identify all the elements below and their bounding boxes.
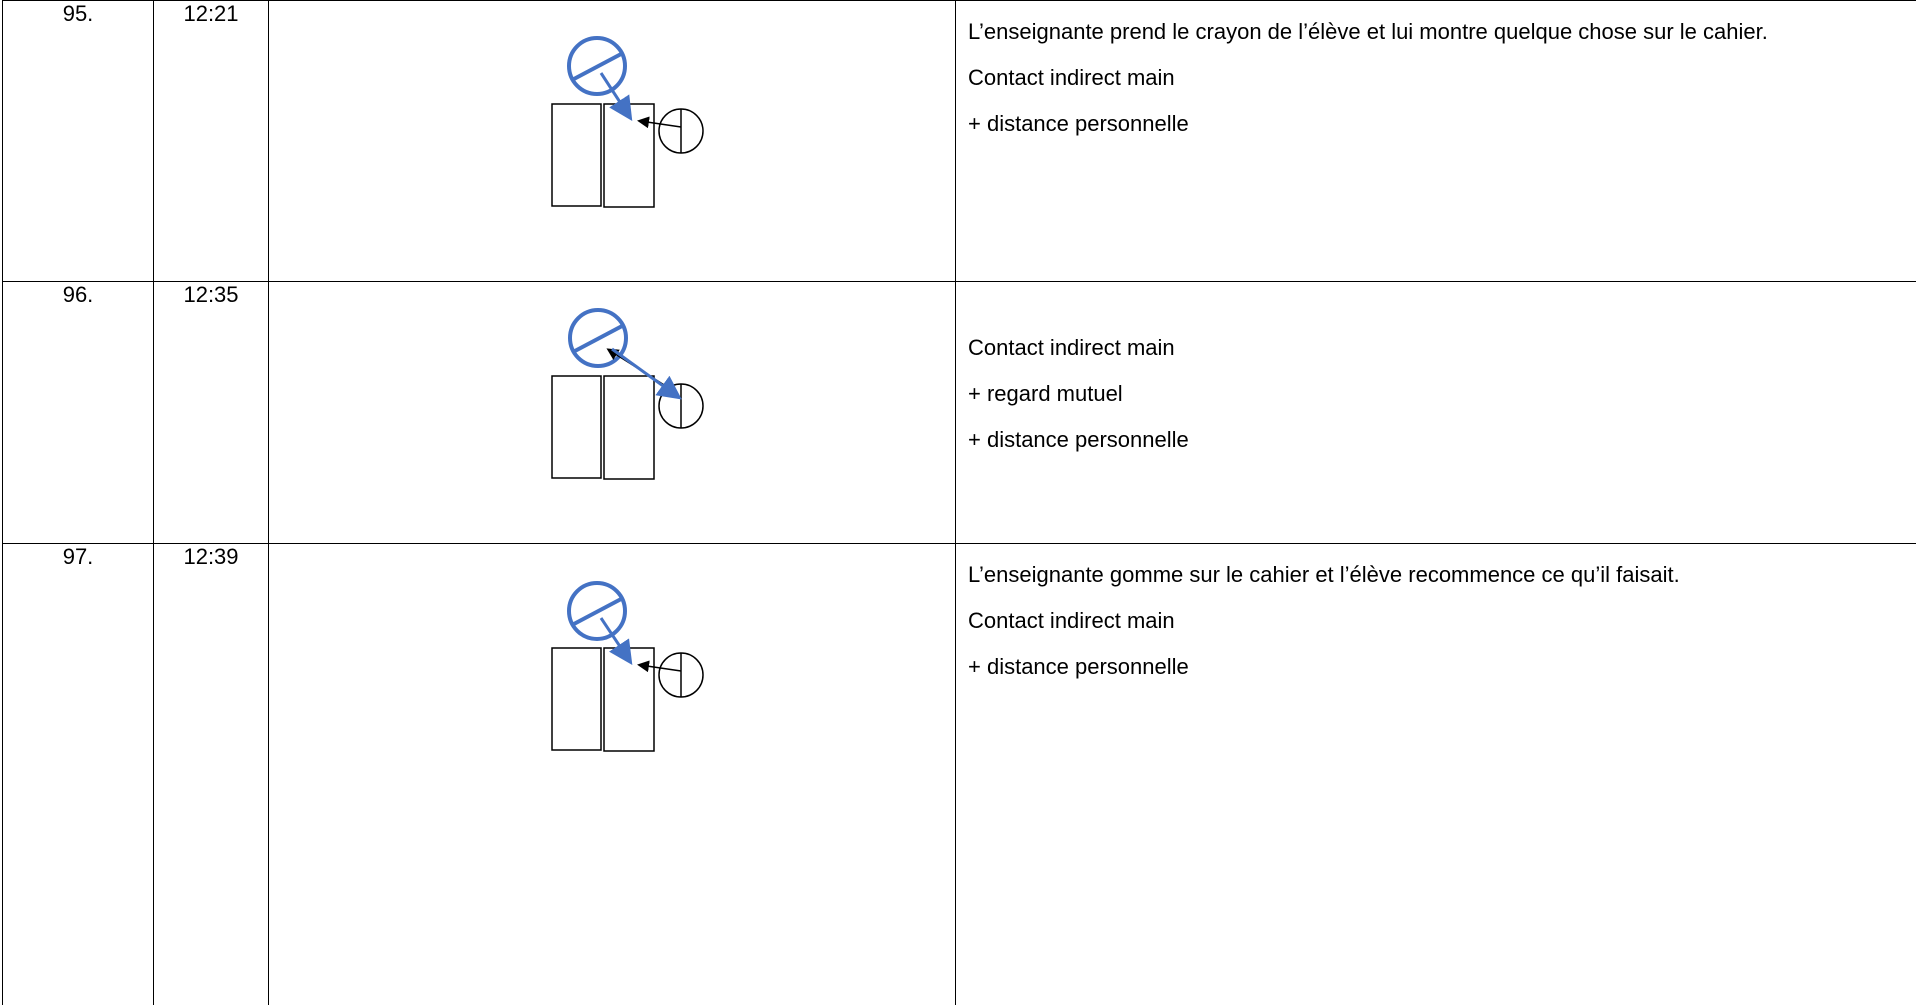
diagram bbox=[552, 38, 703, 207]
diagram bbox=[552, 310, 703, 479]
diagram bbox=[552, 583, 703, 751]
